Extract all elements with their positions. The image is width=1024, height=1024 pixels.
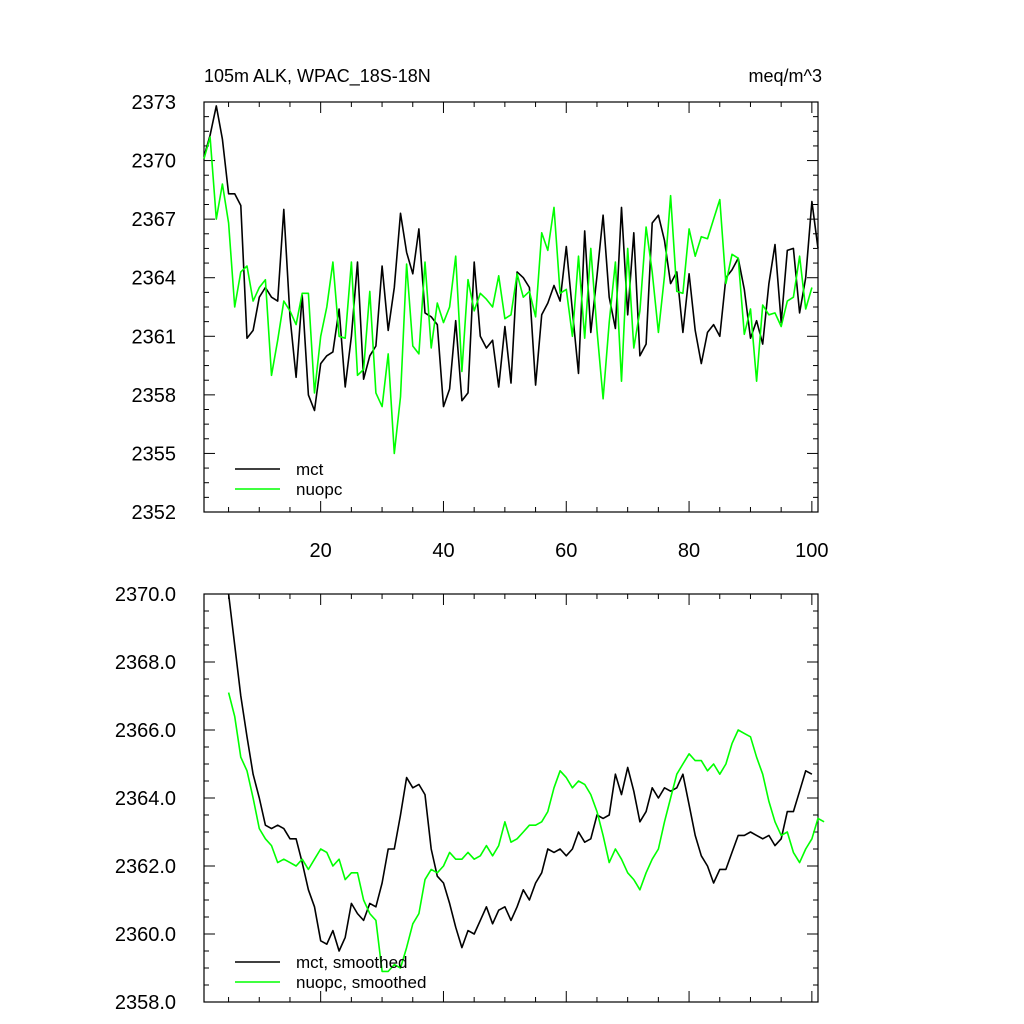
x-tick-label: 80	[678, 540, 700, 562]
x-tick-label: 20	[310, 540, 332, 562]
y-tick-label: 2364.0	[115, 788, 176, 810]
series-lines	[227, 593, 825, 973]
legend: mct, smoothed nuopc, smoothed	[235, 953, 426, 992]
y-tick-label: 2370.0	[115, 584, 176, 606]
legend-label-mct-smoothed: mct, smoothed	[296, 953, 408, 972]
units-label: meq/m^3	[749, 66, 822, 86]
plot-frame	[203, 101, 819, 513]
y-tick-label: 2368.0	[115, 652, 176, 674]
series-line-mct-smoothed	[227, 593, 813, 952]
y-tick-label: 2364	[132, 268, 177, 290]
legend-label-mct: mct	[296, 460, 324, 479]
series-line-mct	[203, 105, 819, 412]
y-axis-labels: 2352 2355 2358 2361 2364 2367 2370 2373	[132, 92, 177, 524]
y-tick-label: 2358.0	[115, 992, 176, 1014]
axis-ticks	[204, 101, 818, 513]
legend: mct nuopc	[235, 460, 343, 499]
axis-ticks	[204, 593, 818, 1003]
x-tick-label: 40	[432, 540, 454, 562]
legend-label-nuopc-smoothed: nuopc, smoothed	[296, 973, 426, 992]
series-line-nuopc-smoothed	[227, 692, 825, 973]
y-tick-label: 2358	[132, 385, 177, 407]
x-tick-label: 60	[555, 540, 577, 562]
y-tick-label: 2367	[132, 209, 177, 231]
y-tick-label: 2373	[132, 92, 177, 114]
legend-label-nuopc: nuopc	[296, 480, 343, 499]
series-lines	[203, 105, 819, 455]
series-line-nuopc	[203, 136, 813, 455]
y-tick-label: 2352	[132, 502, 177, 524]
y-tick-label: 2362.0	[115, 856, 176, 878]
top-panel: 105m ALK, WPAC_18S-18N meq/m^3 235223552…	[132, 66, 829, 562]
y-tick-label: 2366.0	[115, 720, 176, 742]
bottom-panel: 2358.0 2360.0 2362.0 2364.0 2366.0 2368.0 2370…	[115, 584, 825, 1014]
plot-frame	[203, 593, 819, 1003]
x-tick-label: 100	[795, 540, 828, 562]
y-tick-label: 2360.0	[115, 924, 176, 946]
y-tick-label: 2361	[132, 326, 177, 348]
y-tick-label: 2370	[132, 151, 177, 173]
x-axis-labels: 20 40 60 80 100	[310, 540, 829, 562]
y-axis-labels: 2358.0 2360.0 2362.0 2364.0 2366.0 2368.0 2370…	[115, 584, 176, 1014]
y-tick-label: 2355	[132, 443, 177, 465]
chart-title: 105m ALK, WPAC_18S-18N	[204, 66, 431, 87]
